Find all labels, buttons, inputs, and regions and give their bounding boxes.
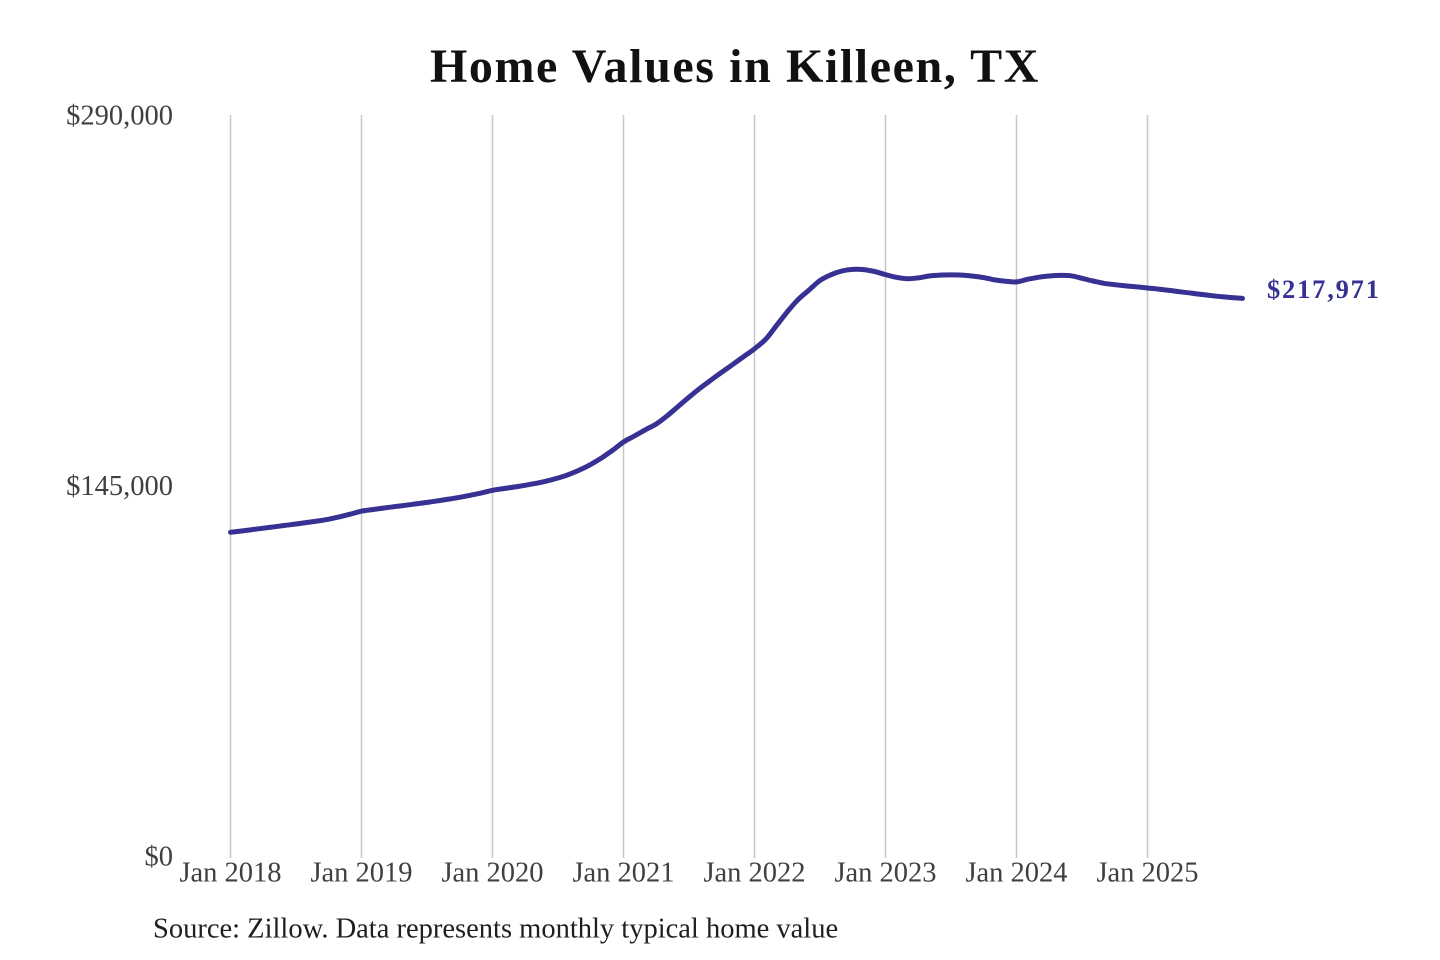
svg-text:$290,000: $290,000: [66, 100, 173, 131]
svg-text:$145,000: $145,000: [66, 471, 173, 502]
svg-text:Home Values in Killeen, TX: Home Values in Killeen, TX: [430, 40, 1040, 93]
svg-text:$217,971: $217,971: [1267, 274, 1381, 304]
svg-text:Jan 2020: Jan 2020: [441, 858, 543, 889]
svg-text:Jan 2024: Jan 2024: [965, 858, 1067, 889]
svg-text:Jan 2025: Jan 2025: [1096, 858, 1198, 889]
svg-text:Jan 2021: Jan 2021: [572, 858, 674, 889]
svg-text:Source: Zillow. Data represent: Source: Zillow. Data represents monthly …: [153, 914, 838, 945]
svg-text:$0: $0: [145, 842, 174, 873]
svg-text:Jan 2019: Jan 2019: [310, 858, 412, 889]
svg-text:Jan 2018: Jan 2018: [179, 858, 281, 889]
svg-text:Jan 2022: Jan 2022: [703, 858, 805, 889]
svg-text:Jan 2023: Jan 2023: [834, 858, 936, 889]
